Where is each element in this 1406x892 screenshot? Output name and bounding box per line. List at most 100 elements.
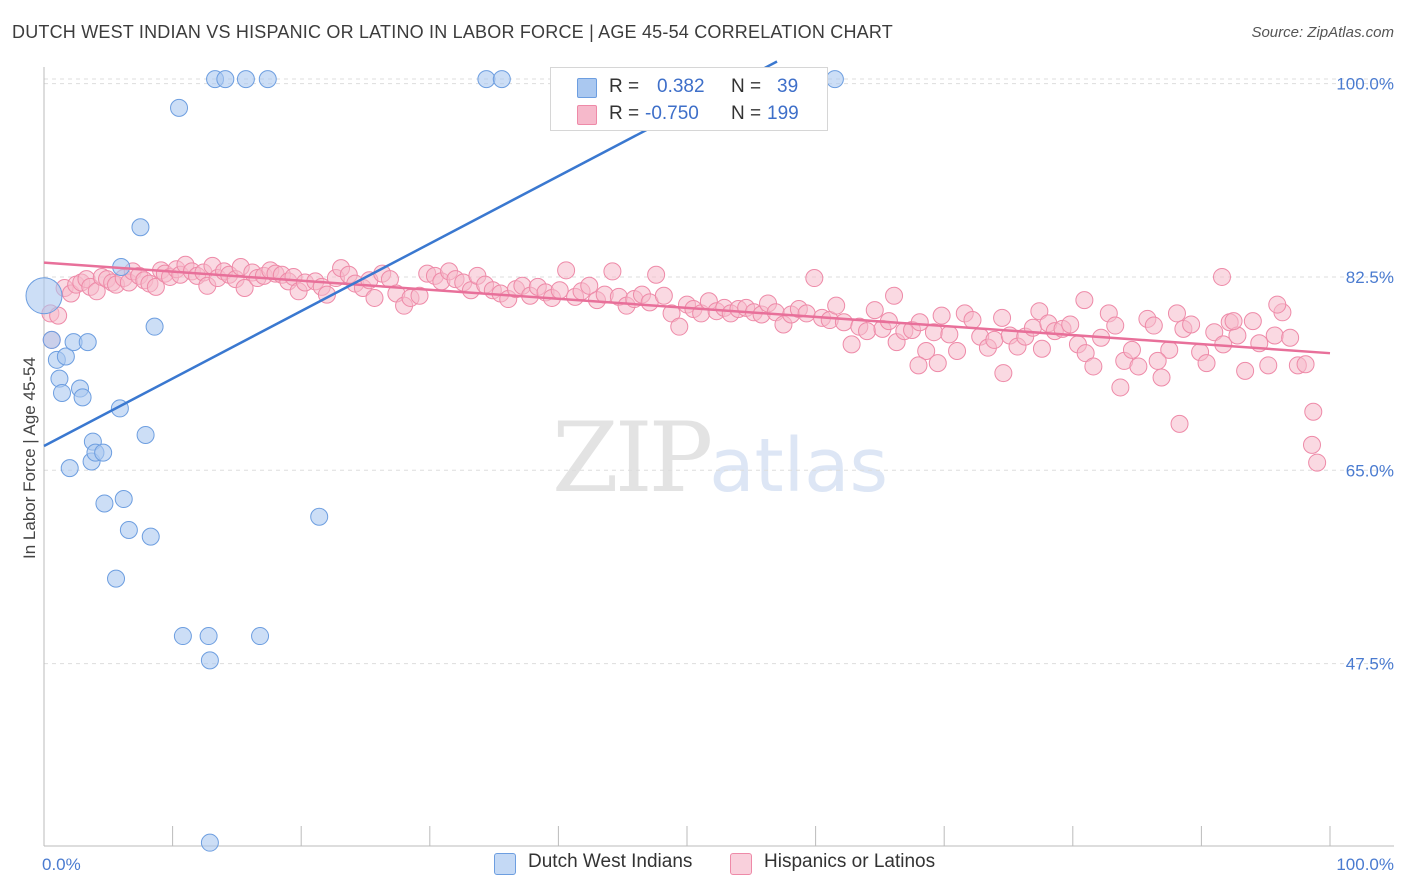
data-point-hispanics <box>1129 357 1148 376</box>
legend-n-value-2: 199 <box>767 103 799 124</box>
data-point-hispanics <box>146 277 165 296</box>
data-point-hispanics <box>985 330 1004 349</box>
legend-n-value-1: 39 <box>777 76 799 97</box>
legend-n-label-2: N = <box>731 103 762 124</box>
data-point-hispanics <box>1243 312 1262 331</box>
data-point-hispanics <box>1075 291 1094 310</box>
data-point-hispanics <box>865 301 884 320</box>
data-point-hispanics <box>909 356 928 375</box>
data-point-hispanics <box>1076 344 1095 363</box>
y-tick-label: 47.5% <box>1346 655 1394 674</box>
data-point-hispanics <box>940 325 959 344</box>
data-point-hispanics <box>797 304 816 323</box>
data-point-hispanics <box>842 335 861 354</box>
x-tick-label-max: 100.0% <box>1336 855 1394 874</box>
data-point-dutch-west-indians <box>200 651 219 670</box>
data-point-dutch-west-indians <box>136 425 155 444</box>
data-point-hispanics <box>1268 295 1287 314</box>
data-point-hispanics <box>235 278 254 297</box>
data-point-dutch-west-indians <box>78 333 97 352</box>
legend-r-label-2: R = <box>609 103 640 124</box>
legend-row-dutch-west-indians: R = 0.382 N = 39 <box>551 74 827 100</box>
data-point-dutch-west-indians <box>114 490 133 509</box>
y-tick-label: 100.0% <box>1336 75 1394 94</box>
data-point-hispanics <box>1152 368 1171 387</box>
data-point-hispanics <box>1308 453 1327 472</box>
data-point-hispanics <box>654 286 673 305</box>
bottom-legend-label-2: Hispanics or Latinos <box>764 851 936 872</box>
data-point-hispanics <box>603 262 622 281</box>
data-point-hispanics <box>1106 316 1125 335</box>
data-point-dutch-west-indians <box>60 459 79 478</box>
data-point-hispanics <box>410 286 429 305</box>
y-tick-label: 82.5% <box>1346 268 1394 287</box>
data-point-hispanics <box>1212 267 1231 286</box>
data-point-dutch-west-indians <box>216 70 235 89</box>
data-point-hispanics <box>917 341 936 360</box>
blue-swatch <box>577 78 597 98</box>
data-point-hispanics <box>885 286 904 305</box>
tick-labels: 47.5% 65.0% 82.5% 100.0% 0.0% 100.0% <box>42 75 1394 874</box>
legend-r-value-1: 0.382 <box>657 76 705 97</box>
data-point-hispanics <box>1265 326 1284 345</box>
data-point-dutch-west-indians <box>236 70 255 89</box>
data-point-hispanics <box>557 261 576 280</box>
data-point-dutch-west-indians <box>141 527 160 546</box>
data-point-hispanics <box>1148 351 1167 370</box>
bottom-legend-hispanics: Hispanics or Latinos <box>730 850 960 878</box>
data-point-dutch-west-indians <box>251 627 270 646</box>
data-point-hispanics <box>1111 378 1130 397</box>
data-point-dutch-west-indians <box>42 330 61 349</box>
pink-swatch <box>577 105 597 125</box>
data-point-hispanics <box>1197 354 1216 373</box>
watermark: ZIPatlas <box>552 402 888 514</box>
chart-title: DUTCH WEST INDIAN VS HISPANIC OR LATINO … <box>12 22 893 42</box>
data-point-hispanics <box>932 306 951 325</box>
data-point-dutch-west-indians <box>131 218 150 237</box>
data-point-hispanics <box>365 288 384 307</box>
data-point-hispanics <box>1281 328 1300 347</box>
data-point-dutch-west-indians <box>119 520 138 539</box>
data-point-dutch-west-indians <box>310 507 329 526</box>
data-point-hispanics <box>858 322 877 341</box>
data-point-dutch-west-indians <box>492 70 511 89</box>
hispanics-points <box>41 255 1327 472</box>
data-point-dutch-west-indians <box>107 569 126 588</box>
legend-row-hispanics: R = -0.750 N = 199 <box>551 101 827 127</box>
data-point-hispanics <box>994 364 1013 383</box>
data-point-hispanics <box>1224 312 1243 331</box>
data-point-dutch-west-indians <box>94 443 113 462</box>
trend-line-hispanics <box>43 261 1331 355</box>
data-point-hispanics <box>910 313 929 332</box>
data-point-dutch-west-indians <box>95 494 114 513</box>
legend-r-value-2: -0.750 <box>645 103 699 124</box>
bottom-legend-dutch-west-indians: Dutch West Indians <box>494 850 714 878</box>
data-point-dutch-west-indians <box>25 277 63 315</box>
data-point-hispanics <box>550 281 569 300</box>
data-point-dutch-west-indians <box>53 383 72 402</box>
x-tick-label-min: 0.0% <box>42 855 81 874</box>
data-point-hispanics <box>1122 340 1141 359</box>
bottom-legend-label-1: Dutch West Indians <box>528 851 693 872</box>
y-tick-label: 65.0% <box>1346 461 1394 480</box>
data-point-dutch-west-indians <box>258 70 277 89</box>
bottom-blue-swatch <box>494 853 516 875</box>
data-point-hispanics <box>670 317 689 336</box>
data-point-hispanics <box>647 265 666 284</box>
data-point-dutch-west-indians <box>170 98 189 117</box>
data-point-hispanics <box>1259 356 1278 375</box>
data-point-dutch-west-indians <box>199 627 218 646</box>
data-point-hispanics <box>1170 414 1189 433</box>
data-point-hispanics <box>1061 315 1080 334</box>
data-point-dutch-west-indians <box>825 70 844 89</box>
legend-n-label-1: N = <box>731 76 762 97</box>
gridlines <box>44 78 1394 665</box>
data-point-dutch-west-indians <box>145 317 164 336</box>
data-point-hispanics <box>580 276 599 295</box>
data-point-hispanics <box>1304 402 1323 421</box>
data-point-hispanics <box>1084 357 1103 376</box>
data-point-hispanics <box>662 304 681 323</box>
data-point-hispanics <box>1167 304 1186 323</box>
legend-r-label-1: R = <box>609 76 640 97</box>
